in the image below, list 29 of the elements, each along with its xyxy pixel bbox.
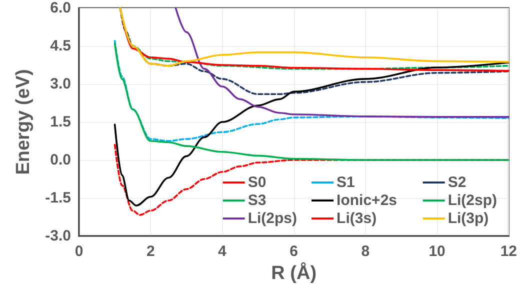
legend-label: Li(3s) — [336, 210, 377, 227]
legend-label: Li(2sp) — [448, 192, 498, 209]
legend-label: Li(3p) — [448, 210, 489, 227]
line-series — [114, 62, 510, 206]
legend-label: S2 — [448, 174, 466, 191]
y-axis-title: Energy (eV) — [13, 69, 34, 175]
line-series — [114, 40, 510, 142]
x-tick-label: 0 — [74, 243, 84, 260]
x-tick-label: 2 — [146, 243, 155, 260]
x-axis-title: R (Å) — [271, 262, 317, 284]
legend-label: S3 — [248, 192, 266, 209]
x-tick-label: 12 — [500, 243, 517, 260]
x-tick-label: 10 — [428, 243, 446, 260]
y-tick-label: -1.5 — [45, 190, 71, 206]
legend-label: Li(2ps) — [248, 210, 298, 227]
legend-label: Ionic+2s — [336, 192, 398, 209]
y-tick-label: -3.0 — [45, 228, 71, 244]
y-tick-label: 4.5 — [50, 38, 71, 54]
legend-label: S1 — [336, 174, 355, 191]
x-tick-label: 4 — [218, 243, 228, 260]
legend-label: S0 — [248, 174, 266, 191]
line-series — [174, 7, 510, 118]
y-tick-label: 0.0 — [50, 152, 71, 168]
x-tick-label: 8 — [361, 243, 370, 260]
x-tick-label: 6 — [290, 243, 298, 260]
y-tick-label: 6.0 — [50, 0, 71, 16]
y-tick-label: 3.0 — [50, 76, 71, 92]
line-series — [114, 42, 510, 161]
y-tick-label: 1.5 — [50, 114, 71, 130]
